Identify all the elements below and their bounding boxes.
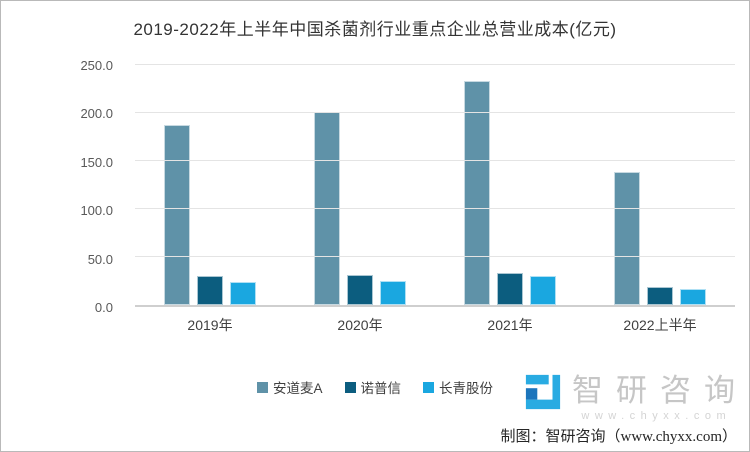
gridline: [135, 160, 735, 161]
legend-item: 长青股份: [423, 377, 493, 397]
x-axis-labels: 2019年 2020年 2021年 2022上半年: [135, 315, 735, 335]
legend-label: 长青股份: [439, 381, 493, 396]
bar: [164, 125, 190, 305]
bar-group: [435, 65, 585, 305]
brand-block: 智研咨询 www.chyxx.com: [524, 373, 735, 422]
bar: [464, 80, 490, 305]
bar: [497, 273, 523, 305]
plot-area: [135, 64, 735, 307]
brand-url: www.chyxx.com: [581, 410, 732, 422]
x-axis-label: 2022上半年: [623, 317, 697, 333]
legend-label: 诺普信: [360, 381, 402, 396]
brand-text: 智研咨询 www.chyxx.com: [572, 373, 735, 422]
bar-group: [135, 65, 285, 305]
y-axis: 250.0 200.0 150.0 100.0 50.0 0.0: [23, 58, 123, 315]
legend-swatch: [423, 381, 434, 393]
bar-group: [585, 65, 735, 305]
x-axis-label: 2019年: [187, 317, 233, 333]
y-axis-label: 200.0: [80, 106, 113, 122]
zhiyan-logo-icon: [524, 373, 562, 416]
bar: [614, 171, 640, 305]
y-axis-label: 0.0: [94, 300, 113, 315]
bar: [530, 276, 556, 305]
bar: [680, 288, 706, 305]
gridline: [135, 256, 735, 257]
bar: [230, 281, 256, 305]
x-axis-label: 2020年: [337, 317, 383, 333]
bar-group: [285, 65, 435, 305]
legend: 安道麦A 诺普信 长青股份: [1, 377, 749, 397]
y-axis-label: 250.0: [80, 58, 113, 73]
bar: [347, 275, 373, 305]
legend-swatch: [344, 381, 356, 393]
bar: [647, 286, 673, 305]
legend-item: 诺普信: [344, 377, 402, 397]
credit-line: 制图：智研咨询（www.chyxx.com）: [500, 429, 737, 445]
gridline: [135, 64, 735, 65]
bar: [380, 281, 406, 305]
y-axis-label: 100.0: [80, 203, 113, 219]
legend-item: 安道麦A: [256, 377, 323, 397]
bar-groups: [135, 65, 735, 305]
x-axis-label: 2021年: [487, 317, 533, 333]
brand-name: 智研咨询: [572, 373, 748, 408]
gridline: [135, 208, 735, 209]
gridline: [135, 112, 735, 113]
chart-title: 2019-2022年上半年中国杀菌剂行业重点企业总营业成本(亿元): [133, 20, 617, 39]
y-axis-label: 50.0: [87, 251, 113, 267]
y-axis-label: 150.0: [80, 154, 113, 170]
chart-area: 250.0 200.0 150.0 100.0 50.0 0.0 2019年 2020年 20…: [23, 58, 737, 337]
bar: [197, 276, 223, 305]
legend-label: 安道麦A: [272, 381, 323, 396]
legend-swatch: [256, 381, 268, 393]
